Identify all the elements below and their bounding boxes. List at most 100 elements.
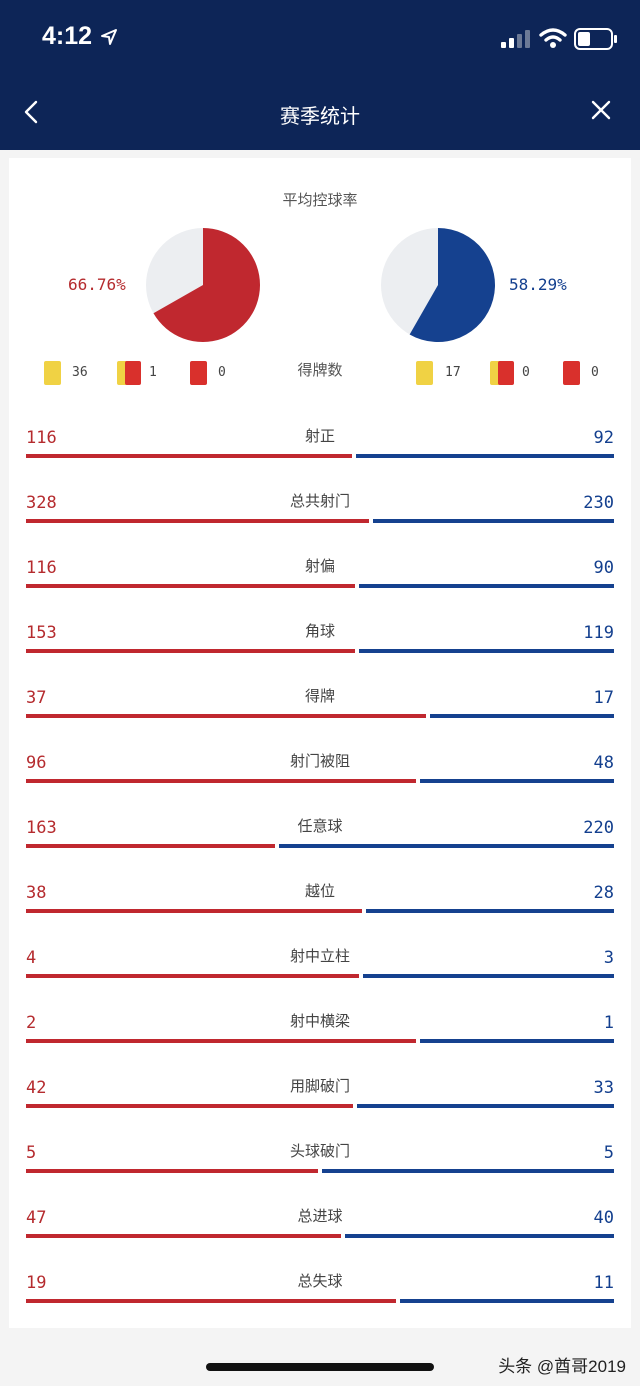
away-yellow-count: 17: [445, 365, 461, 380]
stat-home-bar: [26, 1104, 353, 1108]
location-arrow-icon: [101, 29, 117, 45]
stat-away-value: 40: [593, 1208, 614, 1228]
stat-home-value: 42: [26, 1078, 47, 1098]
stat-away-value: 220: [583, 818, 614, 838]
stat-home-bar: [26, 974, 359, 978]
stat-home-value: 116: [26, 428, 57, 448]
stat-home-bar: [26, 909, 362, 913]
app-header: 4:12 赛季统计: [0, 0, 640, 150]
yellow-card-icon: [416, 361, 433, 385]
stat-away-value: 17: [593, 688, 614, 708]
stat-home-value: 47: [26, 1208, 47, 1228]
watermark: 头条 @酋哥2019: [498, 1357, 626, 1376]
stat-home-bar: [26, 454, 352, 458]
stat-away-bar: [400, 1299, 614, 1303]
stat-home-value: 4: [26, 948, 37, 968]
away-red-count: 0: [591, 365, 599, 380]
stat-home-bar: [26, 1169, 318, 1173]
stat-label: 越位: [304, 882, 335, 900]
possession-label: 平均控球率: [282, 191, 358, 209]
stat-label: 射正: [304, 427, 335, 445]
stat-home-bar: [26, 584, 355, 588]
second-yellow-card-icon: [117, 361, 141, 385]
home-possession-slice: [153, 228, 260, 342]
stat-home-value: 116: [26, 558, 57, 578]
stat-label: 总进球: [297, 1207, 343, 1225]
stat-away-bar: [373, 519, 614, 523]
stat-label: 射中横梁: [289, 1012, 350, 1030]
cellular-signal-icon: [501, 30, 530, 48]
stat-away-bar: [359, 649, 614, 653]
stat-away-value: 5: [603, 1143, 614, 1163]
stat-home-bar: [26, 1299, 396, 1303]
stat-home-value: 163: [26, 818, 57, 838]
stat-row: 116 射偏 90: [0, 540, 640, 605]
stat-row: 163 任意球 220: [0, 800, 640, 865]
stat-away-bar: [322, 1169, 614, 1173]
stat-row: 19 总失球 11: [0, 1255, 640, 1320]
second-yellow-card-icon: [490, 361, 514, 385]
stat-home-value: 5: [26, 1143, 37, 1163]
stat-away-bar: [356, 454, 614, 458]
stat-row: 5 头球破门 5: [0, 1125, 640, 1190]
stat-home-value: 96: [26, 753, 47, 773]
back-chevron-icon[interactable]: [22, 100, 42, 124]
stat-row: 328 总共射门 230: [0, 475, 640, 540]
away-possession-pie: [381, 228, 495, 342]
home-yellow-count: 36: [72, 365, 88, 380]
stat-home-value: 153: [26, 623, 57, 643]
page-title: 赛季统计: [280, 104, 360, 128]
home-second-yellow-count: 1: [149, 365, 157, 380]
stat-away-bar: [357, 1104, 614, 1108]
stat-away-bar: [279, 844, 614, 848]
stat-home-bar: [26, 714, 426, 718]
stat-away-value: 1: [603, 1013, 614, 1033]
cards-label: 得牌数: [297, 361, 343, 379]
stat-home-value: 2: [26, 1013, 37, 1033]
red-card-icon: [190, 361, 207, 385]
wifi-icon: [539, 28, 567, 48]
stat-away-bar: [430, 714, 614, 718]
close-icon[interactable]: [590, 99, 612, 121]
stat-away-value: 48: [593, 753, 614, 773]
stat-away-value: 3: [603, 948, 614, 968]
stat-away-value: 11: [593, 1273, 614, 1293]
stat-home-value: 38: [26, 883, 47, 903]
stat-home-value: 19: [26, 1273, 47, 1293]
stat-away-bar: [366, 909, 614, 913]
stat-away-value: 230: [583, 493, 614, 513]
stat-home-value: 37: [26, 688, 47, 708]
home-indicator[interactable]: [206, 1363, 434, 1371]
stat-home-bar: [26, 844, 275, 848]
stat-home-bar: [26, 779, 416, 783]
yellow-card-icon: [44, 361, 61, 385]
stat-away-value: 119: [583, 623, 614, 643]
stat-home-bar: [26, 1234, 341, 1238]
stats-card: [9, 158, 631, 1328]
stat-row: 4 射中立柱 3: [0, 930, 640, 995]
stat-label: 射门被阻: [289, 752, 350, 770]
home-red-count: 0: [218, 365, 226, 380]
away-second-yellow-count: 0: [522, 365, 530, 380]
stat-row: 42 用脚破门 33: [0, 1060, 640, 1125]
home-possession-pie: [146, 228, 260, 342]
stat-label: 用脚破门: [289, 1077, 350, 1095]
stat-away-bar: [359, 584, 614, 588]
stat-away-bar: [363, 974, 614, 978]
home-possession-percent: 66.76%: [68, 275, 126, 294]
stat-away-value: 33: [593, 1078, 614, 1098]
stat-home-value: 328: [26, 493, 57, 513]
stat-label: 射中立柱: [289, 947, 350, 965]
status-time: 4:12: [42, 22, 93, 50]
stat-home-bar: [26, 519, 369, 523]
stat-label: 射偏: [304, 557, 335, 575]
stat-row: 47 总进球 40: [0, 1190, 640, 1255]
stat-away-bar: [345, 1234, 614, 1238]
stat-label: 总共射门: [289, 492, 350, 510]
away-possession-percent: 58.29%: [509, 275, 567, 294]
stat-away-value: 28: [593, 883, 614, 903]
stat-away-value: 92: [593, 428, 614, 448]
stat-away-value: 90: [593, 558, 614, 578]
stat-label: 角球: [304, 622, 335, 640]
red-card-icon: [563, 361, 580, 385]
